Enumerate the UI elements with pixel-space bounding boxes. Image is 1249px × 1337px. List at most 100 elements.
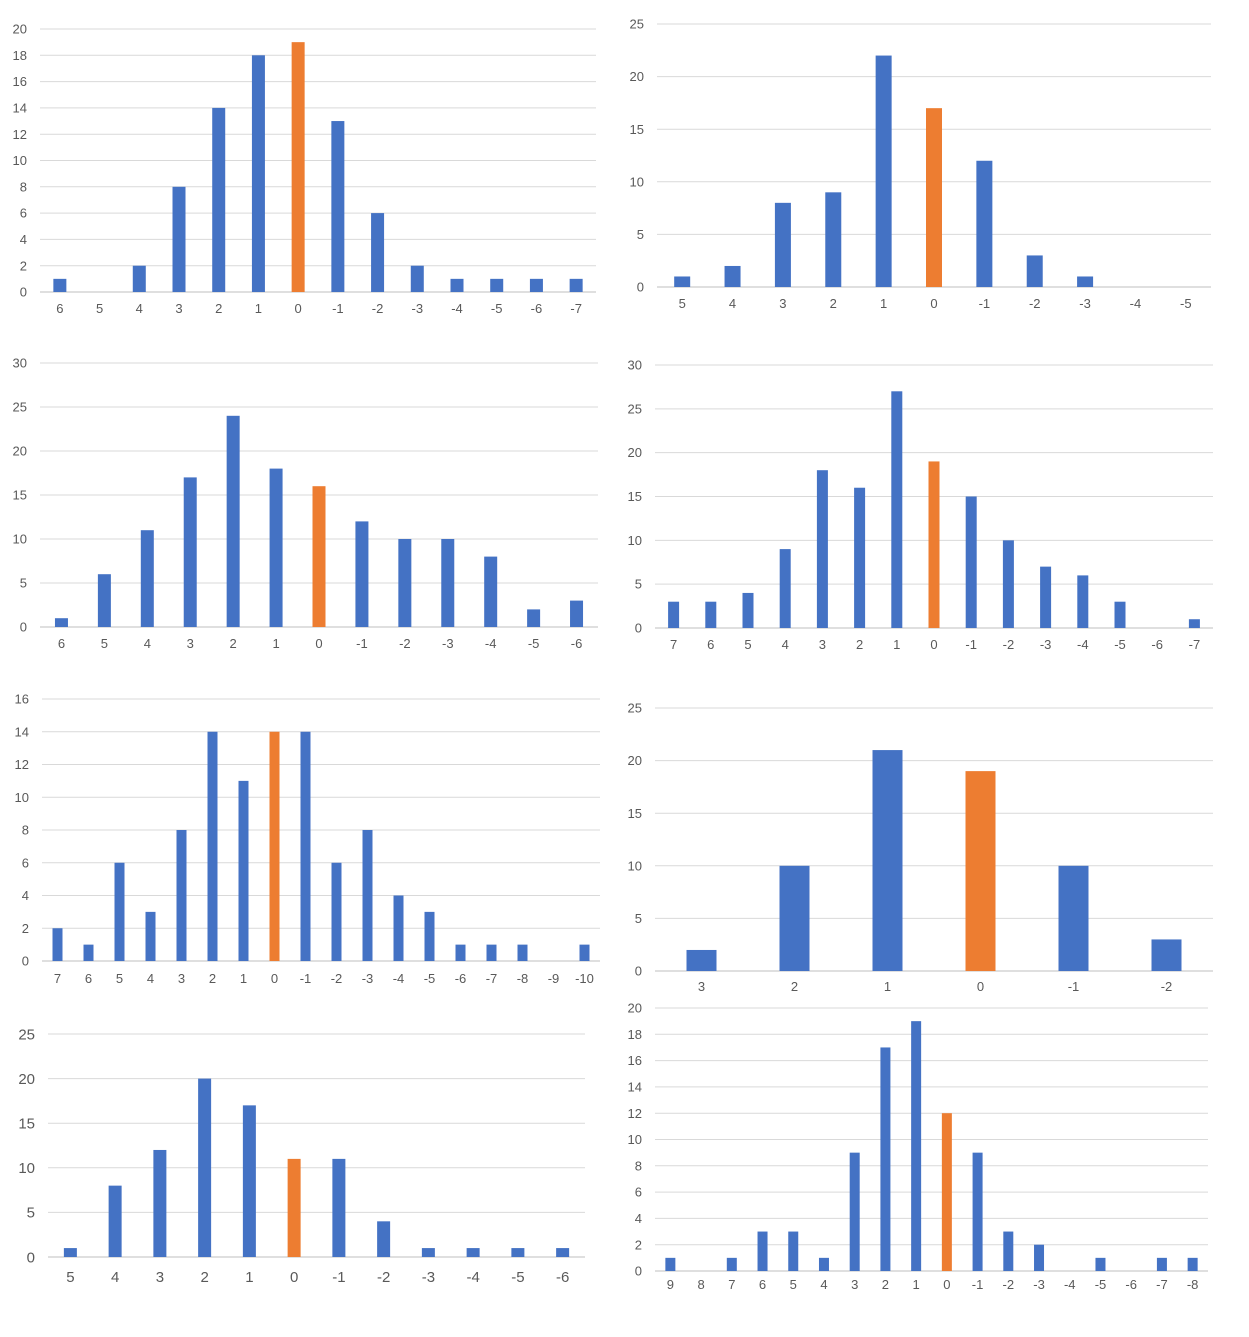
y-tick-label: 2: [635, 1237, 642, 1252]
x-tick-label: 9: [667, 1277, 674, 1292]
y-tick-label: 20: [18, 1071, 35, 1088]
x-tick-label: 4: [136, 301, 143, 316]
y-tick-label: 16: [13, 74, 27, 89]
x-tick-label: 5: [116, 971, 123, 986]
y-tick-label: 4: [20, 232, 27, 247]
y-tick-label: 8: [22, 823, 29, 838]
x-tick-label: -3: [362, 971, 374, 986]
x-tick-label: -7: [486, 971, 498, 986]
y-tick-label: 6: [22, 855, 29, 870]
bar: [140, 530, 154, 627]
x-tick-label: -2: [399, 636, 411, 651]
x-tick-label: 7: [54, 971, 61, 986]
y-tick-label: 10: [628, 858, 642, 873]
y-tick-label: 0: [22, 954, 29, 969]
y-tick-label: 20: [628, 1001, 642, 1016]
y-tick-label: 15: [630, 122, 644, 137]
bar-highlight: [926, 108, 942, 287]
bar: [818, 1257, 829, 1271]
y-tick-label: 12: [15, 757, 29, 772]
y-tick-label: 10: [13, 153, 27, 168]
x-tick-label: -4: [451, 301, 463, 316]
x-tick-label: -1: [356, 636, 368, 651]
y-tick-label: 14: [628, 1079, 642, 1094]
bar: [854, 487, 866, 628]
y-tick-label: 25: [630, 17, 644, 32]
y-tick-label: 10: [628, 1132, 642, 1147]
x-tick-label: -2: [1161, 979, 1173, 994]
bar: [1058, 865, 1089, 971]
x-tick-label: 3: [187, 636, 194, 651]
y-tick-label: 20: [13, 444, 27, 459]
bar: [355, 521, 369, 627]
y-tick-label: 12: [628, 1106, 642, 1121]
bar: [53, 278, 67, 292]
bar: [665, 1257, 676, 1271]
bar: [742, 592, 754, 628]
x-tick-label: -6: [1151, 637, 1163, 652]
y-tick-label: 10: [15, 790, 29, 805]
x-tick-label: 0: [943, 1277, 950, 1292]
x-tick-label: 4: [729, 296, 736, 311]
x-tick-label: 2: [209, 971, 216, 986]
y-tick-label: 16: [628, 1053, 642, 1068]
bar-highlight: [928, 461, 940, 628]
bar: [377, 1221, 391, 1257]
x-tick-label: 4: [782, 637, 789, 652]
x-tick-label: -6: [531, 301, 543, 316]
bar: [83, 944, 94, 961]
bar: [825, 192, 842, 287]
y-tick-label: 2: [22, 921, 29, 936]
bar: [757, 1231, 768, 1271]
bar: [132, 265, 146, 292]
bar: [779, 865, 810, 971]
x-tick-label: -1: [300, 971, 312, 986]
bar: [1077, 575, 1089, 628]
y-tick-label: 10: [630, 174, 644, 189]
y-tick-label: 5: [635, 577, 642, 592]
y-tick-label: 15: [628, 489, 642, 504]
bar: [198, 1078, 212, 1257]
x-tick-label: -2: [1003, 1277, 1015, 1292]
bar: [490, 278, 504, 292]
bar: [153, 1149, 167, 1257]
chart-4: 0 5 10 15 20 25 30 7 6 5 4 3 2 1 0 -1 -2 -3 -4 -5 -6 -7: [615, 353, 1235, 658]
chart-7: 0 5 10 15 20 25 5 4 3 2 1 0 -1 -2 -3 -4 -5 -6: [0, 1022, 600, 1292]
bar: [421, 1248, 435, 1257]
x-tick-label: -5: [1180, 296, 1192, 311]
bar: [332, 1158, 346, 1257]
bar: [331, 121, 345, 292]
chart-1: 0 2 4 6 8 10 12 14 16 18 20 6 5 4 3 2 1 0 -1 -2 -3 -4 -5 -6 -7: [0, 15, 610, 327]
bar: [362, 830, 373, 961]
x-tick-label: -5: [511, 1269, 524, 1286]
y-tick-label: 18: [628, 1027, 642, 1042]
bar: [52, 928, 63, 961]
bar: [972, 1152, 983, 1271]
x-tick-label: 4: [144, 636, 151, 651]
x-tick-label: 6: [58, 636, 65, 651]
x-tick-label: 1: [255, 301, 262, 316]
x-tick-label: -1: [972, 1277, 984, 1292]
bar: [1040, 566, 1052, 628]
y-tick-label: 5: [635, 911, 642, 926]
x-tick-label: 5: [66, 1269, 74, 1286]
x-tick-label: -2: [331, 971, 343, 986]
x-tick-label: -2: [1029, 296, 1041, 311]
x-tick-label: 5: [744, 637, 751, 652]
bar: [238, 780, 249, 961]
x-tick-label: 7: [728, 1277, 735, 1292]
bar-highlight: [287, 1158, 301, 1257]
y-tick-label: 5: [20, 576, 27, 591]
x-tick-label: -8: [517, 971, 529, 986]
y-tick-label: 10: [18, 1160, 35, 1177]
bar: [875, 55, 892, 288]
y-tick-label: 20: [13, 22, 27, 37]
x-tick-label: 0: [271, 971, 278, 986]
x-tick-label: -1: [332, 1269, 345, 1286]
chart-3: 0 5 10 15 20 25 30 6 5 4 3 2 1 0 -1 -2 -3 -4 -5 -6: [0, 352, 610, 656]
bar: [145, 911, 156, 961]
y-tick-label: 4: [635, 1211, 642, 1226]
x-tick-label: 5: [96, 301, 103, 316]
